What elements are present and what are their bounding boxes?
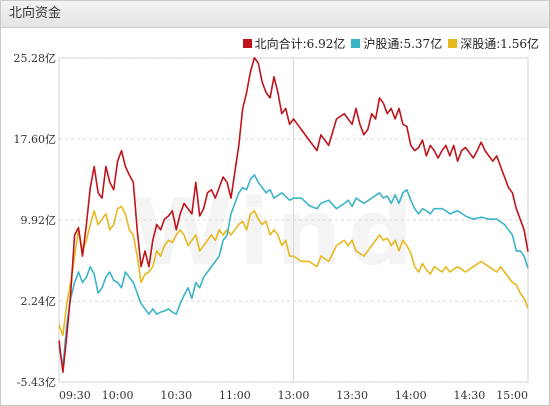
x-tick-label: 11:00 [219, 389, 251, 402]
x-tick-label: 10:00 [102, 389, 134, 402]
legend-swatch-shanghai [351, 39, 361, 48]
y-tick-label: 17.60亿 [14, 133, 57, 146]
x-tick-label: 09:30 [59, 389, 91, 402]
panel-title: 北向资金 [1, 1, 549, 28]
x-tick-label: 14:30 [454, 389, 486, 402]
y-tick-label: 9.92亿 [21, 214, 57, 227]
legend-label-shanghai: 沪股通 [363, 37, 400, 51]
y-tick-label: 25.28亿 [14, 52, 57, 65]
chart-legend: 北向合计:6.92亿 沪股通:5.37亿 深股通:1.56亿 [237, 35, 539, 52]
series-line-shenzhen [58, 205, 529, 337]
x-tick-label: 14:00 [395, 389, 427, 402]
legend-label-total: 北向合计 [254, 37, 303, 51]
legend-swatch-total [242, 39, 252, 48]
series-line-shanghai [58, 174, 529, 368]
x-tick-label: 15:00 [496, 389, 528, 402]
x-tick-label: 13:00 [278, 389, 310, 402]
legend-value-shenzhen: 1.56亿 [500, 37, 539, 51]
legend-value-total: 6.92亿 [306, 37, 346, 51]
y-tick-label: -5.43亿 [17, 376, 56, 389]
legend-item-total[interactable]: 北向合计:6.92亿 [242, 35, 346, 52]
legend-label-shenzhen: 深股通 [460, 37, 497, 51]
legend-item-shenzhen[interactable]: 深股通:1.56亿 [448, 35, 539, 52]
series-line-total [58, 57, 529, 373]
legend-swatch-shenzhen [448, 39, 458, 48]
legend-value-shanghai: 5.37亿 [403, 37, 443, 51]
legend-item-shanghai[interactable]: 沪股通:5.37亿 [351, 35, 442, 52]
x-tick-label: 10:30 [160, 389, 192, 402]
y-tick-label: 2.24亿 [21, 295, 57, 308]
x-tick-label: 13:30 [336, 389, 368, 402]
